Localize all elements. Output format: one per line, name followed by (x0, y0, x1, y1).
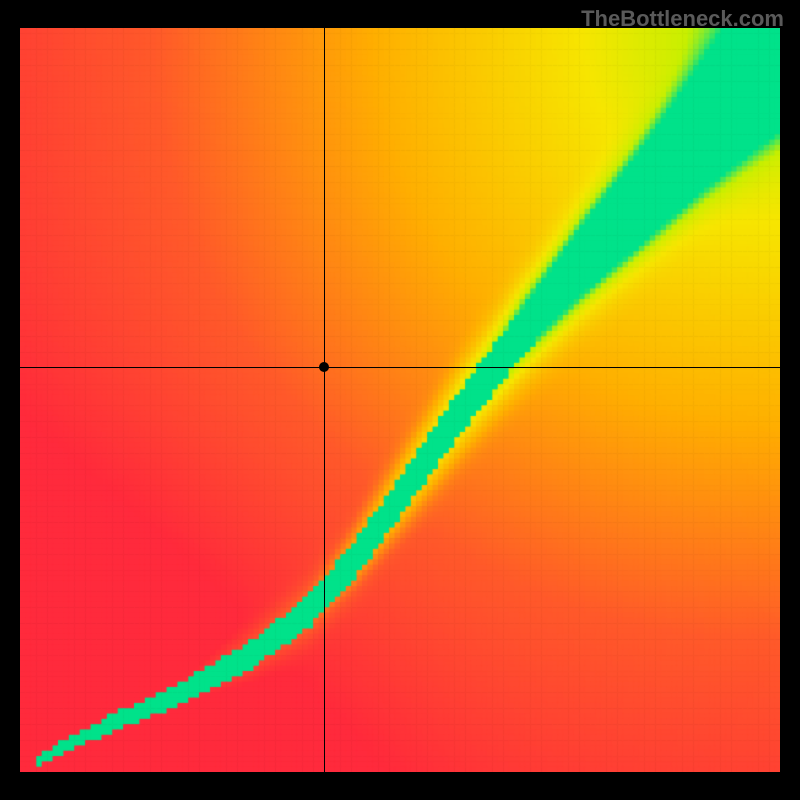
watermark-text: TheBottleneck.com (581, 6, 784, 32)
crosshair-horizontal (20, 367, 780, 368)
crosshair-vertical (324, 28, 325, 772)
chart-container: TheBottleneck.com (0, 0, 800, 800)
plot-frame (20, 28, 780, 772)
data-point-marker (319, 362, 329, 372)
heatmap-canvas (20, 28, 780, 772)
